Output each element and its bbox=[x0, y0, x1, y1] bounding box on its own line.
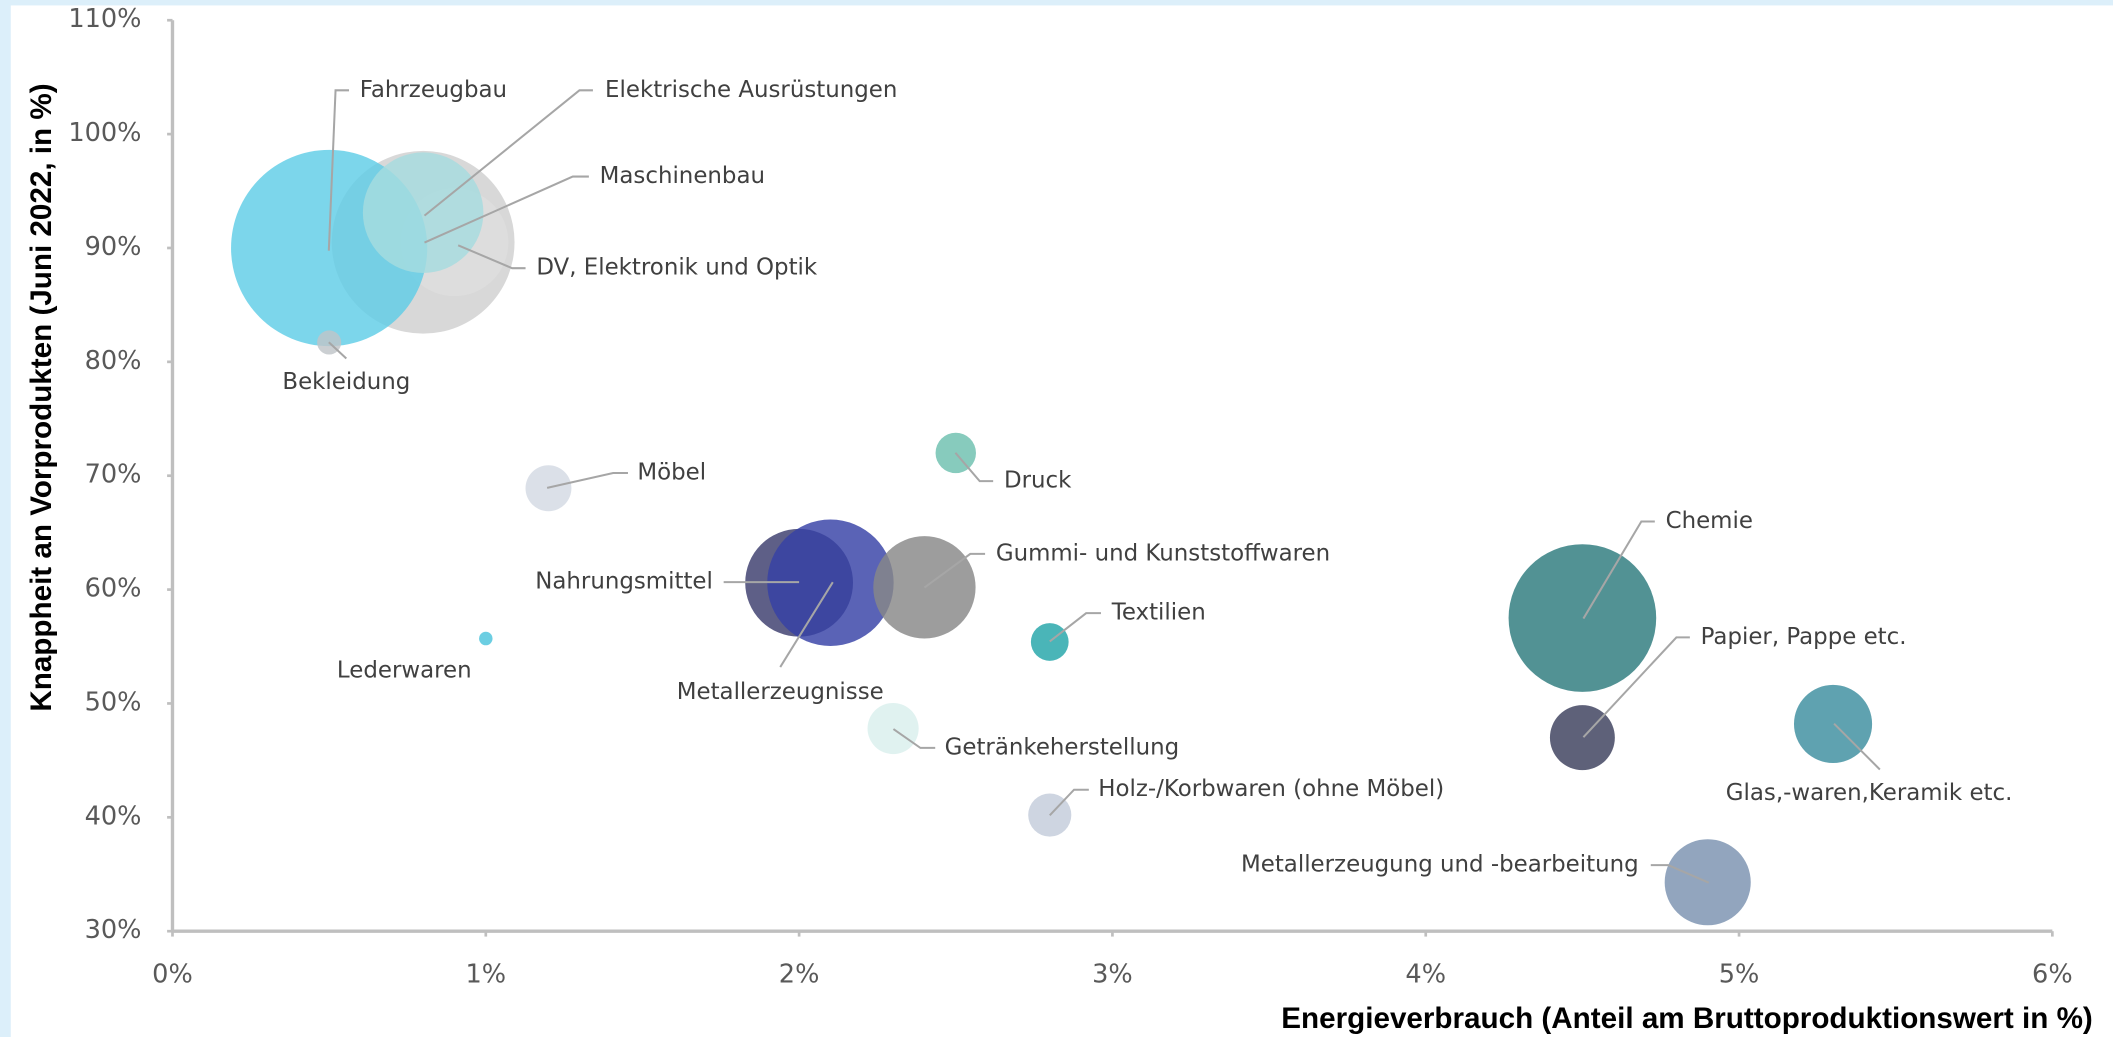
leader-line bbox=[457, 244, 526, 270]
x-tick-label: 0% bbox=[152, 960, 193, 990]
leader-line bbox=[892, 728, 936, 749]
bubble-label: DV, Elektronik und Optik bbox=[536, 255, 818, 281]
leader-line bbox=[424, 175, 589, 244]
bubble-label: Möbel bbox=[637, 460, 706, 486]
bubble-label: Maschinenbau bbox=[600, 163, 765, 189]
x-tick-label: 4% bbox=[1405, 960, 1446, 990]
x-tick-label: 5% bbox=[1719, 960, 1760, 990]
y-tick-label: 60% bbox=[85, 574, 142, 604]
bubble bbox=[362, 152, 484, 273]
leader-line bbox=[923, 552, 986, 589]
bubble-label: Lederwaren bbox=[337, 658, 472, 684]
leader-line bbox=[1049, 612, 1101, 643]
bubble-label: Fahrzeugbau bbox=[360, 77, 507, 103]
bubble-label: Nahrungsmittel bbox=[535, 569, 713, 595]
bubble-label: Textilien bbox=[1111, 600, 1206, 626]
bubble-label: Getränkeherstellung bbox=[945, 734, 1180, 760]
y-axis-title: Knappheit an Vorprodukten (Juni 2022, in… bbox=[25, 83, 58, 711]
leader-line bbox=[1582, 520, 1655, 620]
leader-line bbox=[1833, 722, 1881, 771]
bubble bbox=[479, 631, 493, 646]
leader-line bbox=[423, 89, 593, 217]
bubble-label: Elektrische Ausrüstungen bbox=[605, 77, 897, 103]
bubble-label: Glas,-waren,Keramik etc. bbox=[1726, 780, 2013, 806]
leader-line bbox=[327, 89, 350, 251]
bubble bbox=[767, 519, 894, 646]
bubble-label: Gummi- und Kunststoffwaren bbox=[996, 540, 1330, 566]
bubble bbox=[1030, 623, 1069, 661]
bubble-label: Bekleidung bbox=[282, 369, 410, 395]
y-tick-label: 50% bbox=[85, 687, 142, 717]
plot: 30% 40% 50% 60% 70% 80% 90% 100% 110% 0% 1% 2% 3% 4% 5… bbox=[68, 4, 2072, 989]
leader-line bbox=[954, 452, 994, 483]
leader-line bbox=[1650, 864, 1710, 884]
x-tick-label: 3% bbox=[1092, 960, 1133, 990]
leader-line bbox=[779, 581, 834, 668]
leader-line bbox=[546, 472, 628, 489]
y-tick-label: 90% bbox=[85, 232, 142, 262]
bubble-label: Chemie bbox=[1666, 508, 1753, 534]
x-tick-label: 2% bbox=[779, 960, 820, 990]
bubble-label: Metallerzeugung und -bearbeitung bbox=[1241, 852, 1639, 878]
bubble-label: Holz-/Korbwaren (ohne Möbel) bbox=[1098, 776, 1444, 802]
bubble bbox=[1508, 544, 1657, 692]
bubble-label: Papier, Pappe etc. bbox=[1701, 624, 1907, 650]
x-tick-label: 6% bbox=[2032, 960, 2073, 990]
y-tick-label: 30% bbox=[85, 915, 142, 945]
leader-line bbox=[1049, 788, 1089, 816]
y-tick-label: 100% bbox=[68, 118, 141, 148]
x-tick-label: 1% bbox=[465, 960, 506, 990]
x-axis-title: Energieverbrauch (Anteil am Bruttoproduk… bbox=[1281, 1002, 2093, 1035]
bubble-label: Druck bbox=[1004, 468, 1072, 494]
y-tick-label: 70% bbox=[85, 460, 142, 490]
leader-line bbox=[1582, 636, 1690, 738]
y-tick-label: 80% bbox=[85, 346, 142, 376]
bubble-label: Metallerzeugnisse bbox=[677, 679, 884, 705]
y-tick-label: 40% bbox=[85, 801, 142, 831]
leader-line bbox=[328, 341, 348, 360]
bubble bbox=[867, 702, 919, 755]
y-tick-label: 110% bbox=[68, 4, 141, 34]
